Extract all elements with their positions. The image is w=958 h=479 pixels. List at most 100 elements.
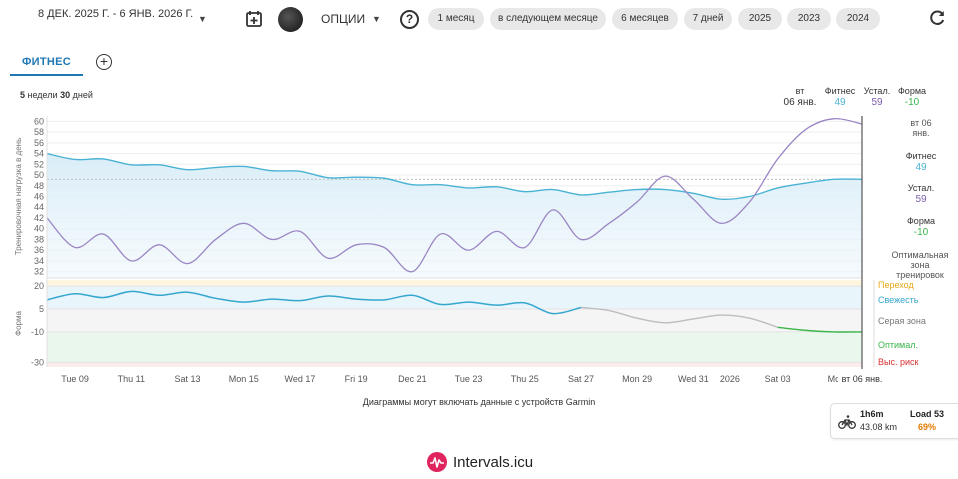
- x-tick-label: Fri 19: [345, 374, 368, 384]
- side-form-label: Форма: [906, 216, 936, 226]
- form-line[interactable]: [46, 290, 582, 315]
- form-line-optimal[interactable]: [777, 326, 863, 333]
- y-tick-label: 54: [34, 149, 44, 159]
- footnote: Диаграммы могут включать данные с устрой…: [362, 397, 596, 407]
- x-tick-label: Wed 17: [285, 374, 316, 384]
- calendar-add-icon[interactable]: [244, 9, 264, 29]
- range-2025-button[interactable]: 2025: [738, 8, 782, 30]
- header-form-label: Форма: [897, 86, 927, 96]
- range-2024-button[interactable]: 2024: [836, 8, 880, 30]
- side-optimal-zone-line1: Оптимальная: [891, 250, 949, 260]
- form-zone-band: [47, 280, 862, 287]
- date-range-picker[interactable]: 8 ДЕК. 2025 Г. - 6 ЯНВ. 2026 Г.: [38, 8, 194, 20]
- form-line-projected[interactable]: [580, 306, 778, 328]
- form-y-tick-label: -10: [31, 327, 44, 337]
- avatar[interactable]: [278, 7, 303, 32]
- x-tick-label: 2026: [720, 374, 740, 384]
- y-tick-label: 42: [34, 213, 44, 223]
- y-tick-label: 44: [34, 202, 44, 212]
- activity-load-percent: 69%: [918, 422, 937, 432]
- form-zone-band: [47, 362, 862, 367]
- y-tick-label: 56: [34, 138, 44, 148]
- header-date: вт 06 янв.: [782, 86, 818, 108]
- x-tick-label: Thu 25: [511, 374, 539, 384]
- add-tab-icon[interactable]: +: [96, 54, 112, 70]
- header-form-value: -10: [904, 97, 920, 108]
- range-1-month-button[interactable]: 1 месяц: [428, 8, 484, 30]
- side-fatigue-label: Устал.: [907, 183, 935, 193]
- x-tick-label: Dec 21: [398, 374, 427, 384]
- header-day: вт: [795, 86, 805, 96]
- duration-days: 30: [60, 90, 71, 100]
- header-fitness-label: Фитнес: [824, 86, 856, 96]
- y-tick-label: 58: [34, 127, 44, 137]
- form-y-tick-label: 20: [34, 281, 44, 291]
- activity-duration: 1h6m: [860, 409, 884, 419]
- header-date-value: 06 янв.: [783, 97, 817, 108]
- side-date: вт 06 янв.: [898, 118, 944, 138]
- side-optimal-zone: Оптимальная зона тренировок: [886, 250, 954, 280]
- fitness-line[interactable]: [46, 152, 863, 200]
- form-y-tick-label: 5: [39, 304, 44, 314]
- y-tick-label: 60: [34, 116, 44, 126]
- cursor-date-label: вт 06 янв.: [842, 374, 883, 384]
- duration-weeks: 5: [20, 90, 26, 100]
- fitness-area: [47, 153, 862, 277]
- fatigue-line[interactable]: [46, 117, 863, 273]
- range-2023-button[interactable]: 2023: [787, 8, 831, 30]
- tab-fitness[interactable]: ФИТНЕС: [10, 48, 83, 76]
- activity-load: Load 53: [910, 409, 945, 419]
- activity-card[interactable]: 1h6m 43.08 km Load 53 69%: [830, 403, 958, 439]
- x-tick-label: Sat 27: [568, 374, 594, 384]
- side-optimal-zone-line2: зона: [910, 260, 930, 270]
- zone-fresh-label: Свежесть: [878, 295, 919, 305]
- x-tick-label: Mon 15: [229, 374, 259, 384]
- duration-days-unit: дней: [72, 90, 93, 100]
- x-tick-label: Tue 09: [61, 374, 89, 384]
- side-fatigue: Устал. 59: [896, 183, 946, 205]
- help-icon[interactable]: ?: [400, 10, 419, 29]
- header-fatigue: Устал. 59: [860, 86, 894, 108]
- y-tick-label: 38: [34, 234, 44, 244]
- form-zone-band: [47, 331, 862, 363]
- refresh-icon[interactable]: [928, 9, 946, 27]
- range-7-days-button[interactable]: 7 дней: [684, 8, 732, 30]
- y-tick-label: 48: [34, 181, 44, 191]
- side-form: Форма -10: [896, 216, 946, 238]
- zone-grey-label: Серая зона: [878, 316, 926, 326]
- side-date-day: вт 06: [910, 118, 932, 128]
- header-fatigue-value: 59: [871, 97, 883, 108]
- y-tick-label: 52: [34, 159, 44, 169]
- side-fitness: Фитнес 49: [896, 151, 946, 173]
- x-tick-label: Thu 11: [118, 374, 145, 384]
- x-tick-label: Mon 29: [622, 374, 652, 384]
- y-tick-label: 34: [34, 256, 44, 266]
- side-optimal-zone-line3: тренировок: [896, 270, 944, 280]
- activity-distance: 43.08 km: [860, 422, 898, 432]
- form-y-axis-title: Форма: [14, 310, 23, 335]
- y-tick-label: 32: [34, 267, 44, 277]
- y-axis-title: Тренировочная нагрузка в день: [14, 138, 23, 255]
- x-tick-label: Mo: [828, 374, 841, 384]
- header-fatigue-label: Устал.: [863, 86, 891, 96]
- zone-transition-label: Переход: [878, 280, 914, 290]
- side-form-value: -10: [913, 227, 929, 238]
- y-tick-label: 50: [34, 170, 44, 180]
- x-tick-label: Sat 13: [175, 374, 201, 384]
- side-date-month: янв.: [912, 128, 930, 138]
- y-tick-label: 40: [34, 224, 44, 234]
- brand[interactable]: Intervals.icu: [427, 452, 533, 472]
- header-form: Форма -10: [895, 86, 929, 108]
- x-tick-label: Wed 31: [678, 374, 709, 384]
- toolbar: 8 ДЕК. 2025 Г. - 6 ЯНВ. 2026 Г. ▼ ОПЦИИ …: [0, 0, 958, 40]
- brand-name: Intervals.icu: [453, 453, 534, 471]
- range-next-month-button[interactable]: в следующем месяце: [490, 8, 606, 30]
- form-zone-band: [47, 309, 862, 332]
- chevron-down-icon[interactable]: ▼: [372, 14, 381, 24]
- range-6-months-button[interactable]: 6 месяцев: [612, 8, 678, 30]
- chevron-down-icon[interactable]: ▼: [198, 14, 207, 24]
- options-button[interactable]: ОПЦИИ: [321, 12, 366, 26]
- header-fitness: Фитнес 49: [823, 86, 857, 108]
- side-fitness-value: 49: [915, 162, 927, 173]
